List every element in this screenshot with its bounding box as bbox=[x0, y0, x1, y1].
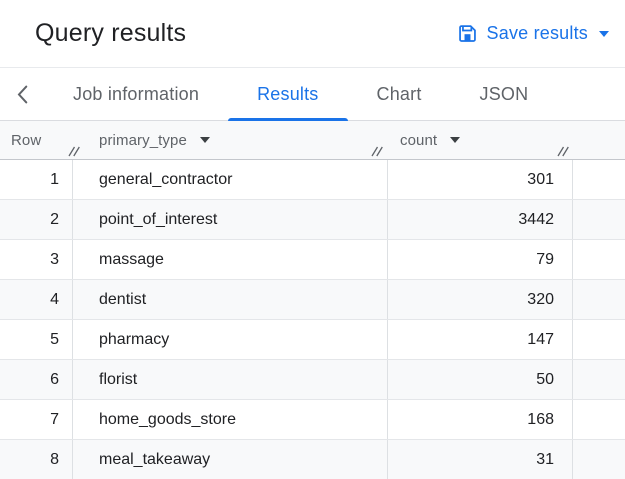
page-title: Query results bbox=[35, 19, 187, 47]
tab-results[interactable]: Results bbox=[228, 68, 348, 121]
panel-header: Query results Save results bbox=[0, 0, 625, 67]
primary-type-cell: massage bbox=[73, 240, 388, 279]
count-cell: 320 bbox=[388, 280, 573, 319]
filler-cell bbox=[573, 320, 625, 359]
table-header-row: Row primary_type count bbox=[0, 121, 625, 160]
filler-cell bbox=[573, 200, 625, 239]
column-header-primary-type[interactable]: primary_type bbox=[73, 121, 388, 159]
count-cell: 79 bbox=[388, 240, 573, 279]
row-number-cell: 1 bbox=[0, 160, 73, 199]
tab-json[interactable]: JSON bbox=[479, 83, 529, 104]
tab-scroll-left-button[interactable] bbox=[0, 68, 44, 120]
tab-chart[interactable]: Chart bbox=[376, 83, 422, 104]
column-menu-caret-icon[interactable] bbox=[199, 137, 210, 143]
filler-cell bbox=[573, 400, 625, 439]
column-header-count[interactable]: count bbox=[388, 121, 573, 159]
filler-cell bbox=[573, 440, 625, 479]
count-cell: 31 bbox=[388, 440, 573, 479]
table-row: 5 pharmacy 147 bbox=[0, 320, 625, 360]
filler-cell bbox=[573, 240, 625, 279]
count-cell: 3442 bbox=[388, 200, 573, 239]
primary-type-cell: home_goods_store bbox=[73, 400, 388, 439]
primary-type-cell: pharmacy bbox=[73, 320, 388, 359]
column-header-filler bbox=[573, 121, 625, 159]
primary-type-cell: meal_takeaway bbox=[73, 440, 388, 479]
tab-bar: Job information Results Chart JSON bbox=[0, 67, 625, 121]
filler-cell bbox=[573, 280, 625, 319]
row-number-cell: 4 bbox=[0, 280, 73, 319]
save-results-label: Save results bbox=[486, 23, 588, 43]
column-menu-caret-icon[interactable] bbox=[450, 137, 461, 143]
table-row: 1 general_contractor 301 bbox=[0, 160, 625, 200]
count-cell: 168 bbox=[388, 400, 573, 439]
count-cell: 147 bbox=[388, 320, 573, 359]
filler-cell bbox=[573, 360, 625, 399]
column-header-row: Row bbox=[0, 121, 80, 159]
caret-down-icon bbox=[599, 30, 609, 37]
table-row: 3 massage 79 bbox=[0, 240, 625, 280]
column-label-row: Row bbox=[11, 131, 42, 149]
table-row: 6 florist 50 bbox=[0, 360, 625, 400]
results-table: Row primary_type count bbox=[0, 121, 625, 479]
column-resize-handle[interactable] bbox=[371, 146, 384, 157]
row-number-cell: 2 bbox=[0, 200, 73, 239]
save-icon bbox=[457, 23, 478, 44]
table-row: 8 meal_takeaway 31 bbox=[0, 440, 625, 479]
tab-job-information[interactable]: Job information bbox=[73, 83, 200, 104]
table-row: 4 dentist 320 bbox=[0, 280, 625, 320]
table-row: 7 home_goods_store 168 bbox=[0, 400, 625, 440]
primary-type-cell: general_contractor bbox=[73, 160, 388, 199]
row-number-cell: 8 bbox=[0, 440, 73, 479]
primary-type-cell: point_of_interest bbox=[73, 200, 388, 239]
column-label-count: count bbox=[400, 131, 438, 149]
column-label-primary-type: primary_type bbox=[99, 131, 187, 149]
row-number-cell: 3 bbox=[0, 240, 73, 279]
filler-cell bbox=[573, 160, 625, 199]
row-number-cell: 5 bbox=[0, 320, 73, 359]
table-body: 1 general_contractor 301 2 point_of_inte… bbox=[0, 160, 625, 479]
table-row: 2 point_of_interest 3442 bbox=[0, 200, 625, 240]
row-number-cell: 6 bbox=[0, 360, 73, 399]
save-results-button[interactable]: Save results bbox=[455, 19, 611, 48]
primary-type-cell: florist bbox=[73, 360, 388, 399]
row-number-cell: 7 bbox=[0, 400, 73, 439]
count-cell: 50 bbox=[388, 360, 573, 399]
column-resize-handle[interactable] bbox=[557, 146, 570, 157]
column-resize-handle[interactable] bbox=[68, 146, 81, 157]
chevron-left-icon bbox=[17, 85, 28, 104]
primary-type-cell: dentist bbox=[73, 280, 388, 319]
count-cell: 301 bbox=[388, 160, 573, 199]
